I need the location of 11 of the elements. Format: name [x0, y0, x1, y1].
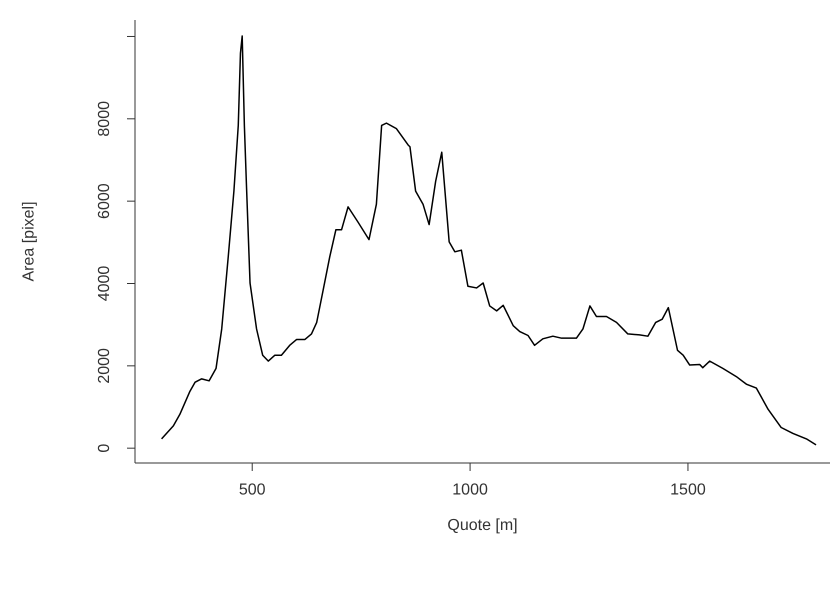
y-tick-label: 6000 [96, 183, 113, 219]
y-tick-label: 2000 [96, 348, 113, 384]
x-tick-label: 1500 [670, 481, 706, 498]
y-tick-label: 0 [96, 444, 113, 453]
x-tick-label: 500 [238, 481, 266, 498]
x-tick-label: 1000 [452, 481, 488, 498]
x-axis-title: Quote [m] [447, 517, 518, 534]
y-axis-title: Area [pixel] [20, 201, 38, 282]
y-tick-label: 4000 [96, 266, 113, 302]
line-series [160, 35, 817, 446]
y-tick-label: 8000 [96, 100, 113, 137]
